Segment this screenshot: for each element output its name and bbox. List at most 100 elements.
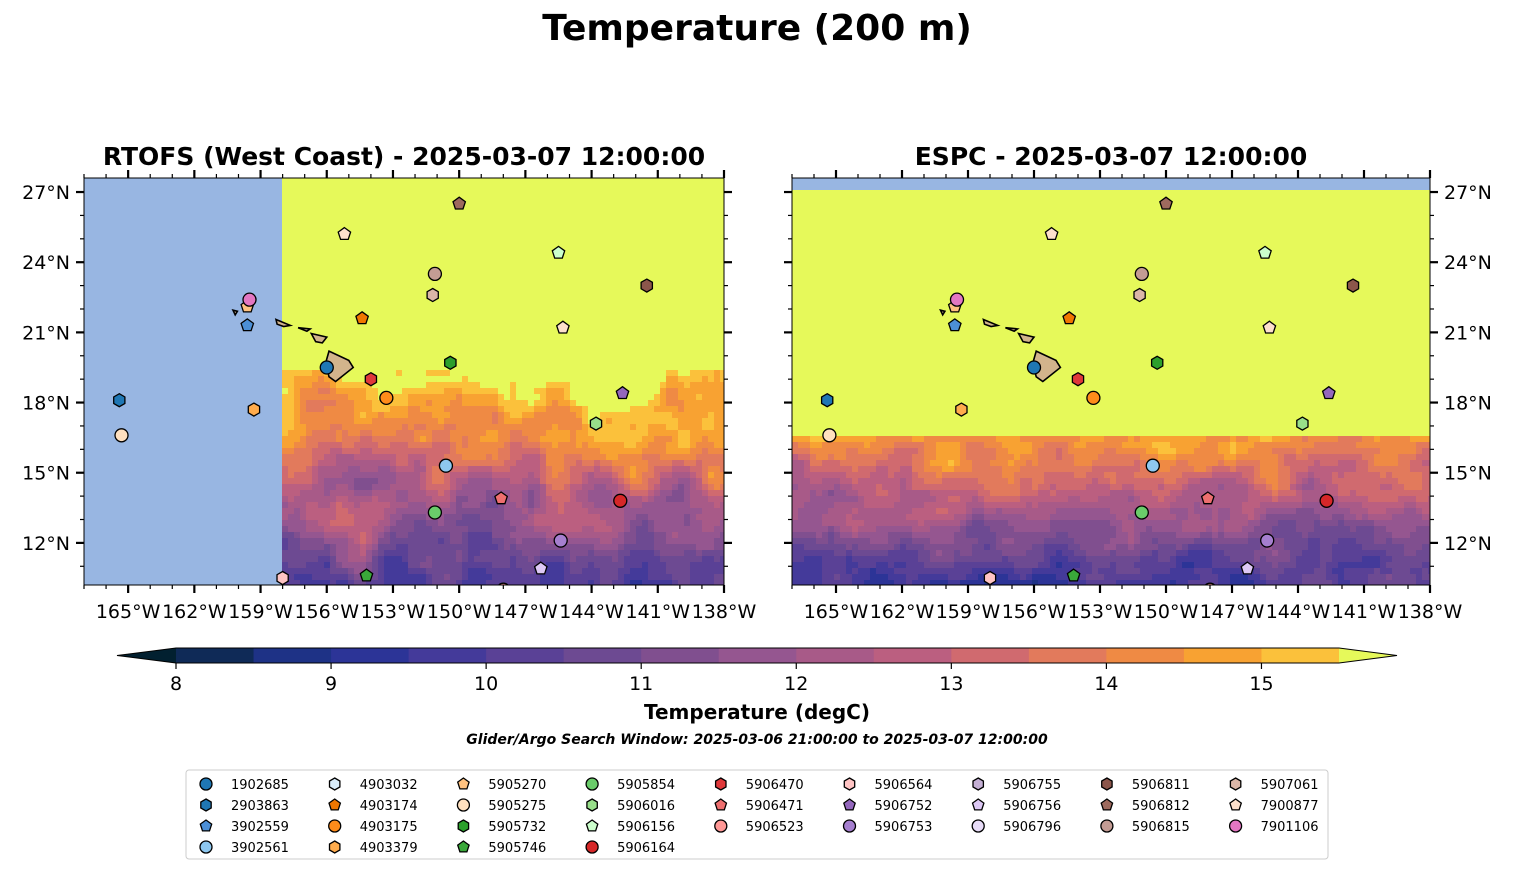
legend-label: 5906812 (1132, 799, 1190, 814)
legend-label: 5905732 (488, 820, 546, 835)
x-tick-label: 165°W (96, 601, 161, 623)
colorbar-bin (563, 648, 642, 663)
legend-label: 5906753 (875, 820, 933, 835)
float-marker (1284, 584, 1286, 585)
float-marker (319, 360, 334, 375)
y-tick-label: 15°N (1444, 463, 1492, 485)
x-tick-label: 156°W (294, 601, 359, 623)
legend-marker (199, 840, 213, 854)
legend-marker (714, 777, 727, 791)
legend-marker (714, 798, 728, 811)
legend-label: 5906811 (1132, 778, 1190, 793)
legend-label: 3902559 (231, 820, 289, 835)
island-landmass (297, 326, 313, 333)
island-landmass (309, 332, 329, 344)
colorbar-bin (641, 648, 720, 663)
colorbar-bin (408, 648, 487, 663)
colorbar-tick-label: 9 (325, 673, 337, 695)
legend-label: 2903863 (231, 799, 289, 814)
colorbar: 8 9 10 11 12 13 14 15 (116, 647, 1398, 695)
legend-marker (714, 819, 728, 833)
legend-marker (456, 840, 470, 853)
legend-label: 4903032 (360, 778, 418, 793)
float-marker (426, 287, 439, 303)
legend-marker (328, 798, 342, 811)
float-marker (247, 402, 261, 417)
float-marker (555, 320, 570, 334)
x-tick-label: 153°W (361, 601, 426, 623)
legend-label: 5906796 (1003, 820, 1061, 835)
colorbar-tick-label: 8 (170, 673, 182, 695)
island-landmass (939, 309, 947, 317)
float-legend: 1902685 2903863 3902559 3902561 4903032 49031… (185, 769, 1329, 860)
float-marker (1026, 360, 1042, 375)
temperature-field (792, 178, 1444, 585)
float-marker (1159, 196, 1173, 210)
x-tick-label: 141°W (626, 601, 691, 623)
x-tick-label: 144°W (1266, 601, 1331, 623)
legend-label: 4903174 (360, 799, 418, 814)
float-marker (452, 196, 467, 210)
x-tick-label: 150°W (427, 601, 492, 623)
legend-label: 5906164 (617, 841, 675, 856)
float-marker (640, 278, 654, 293)
float-marker (1319, 493, 1334, 508)
rtofs-map-panel: 165°W 162°W 159°W 156°W 153°W 150°W 147°W 144°W… (22, 170, 756, 623)
legend-marker (585, 819, 599, 832)
search-window-note: Glider/Argo Search Window: 2025-03-06 21… (466, 732, 1048, 748)
legend-label: 1902685 (231, 778, 289, 793)
legend-marker (199, 777, 213, 791)
legend-box (185, 769, 1329, 860)
y-tick-label: 12°N (1444, 533, 1492, 555)
legend-label: 5906755 (1003, 778, 1061, 793)
float-marker (1433, 195, 1444, 208)
y-tick-label: 12°N (22, 533, 70, 555)
float-marker (577, 584, 579, 585)
legend-label: 5906752 (875, 799, 933, 814)
float-marker (364, 371, 378, 387)
x-tick-label: 153°W (1068, 601, 1133, 623)
colorbar-tick-label: 14 (1094, 673, 1118, 695)
x-tick-label: 138°W (1398, 601, 1463, 623)
legend-marker (200, 798, 212, 812)
legend-label: 4903175 (360, 820, 418, 835)
colorbar-bin (796, 648, 875, 663)
island-landmass (1005, 326, 1020, 333)
y-tick-label: 24°N (22, 252, 70, 274)
float-marker (947, 318, 962, 332)
float-marker (494, 491, 509, 505)
float-marker (613, 493, 628, 508)
temperature-field (84, 178, 739, 585)
float-marker (355, 310, 370, 325)
float-marker (1260, 533, 1275, 548)
legend-label: 5906016 (617, 799, 675, 814)
x-tick-label: 138°W (692, 601, 757, 623)
float-marker (1134, 505, 1149, 520)
map-frame (791, 177, 1431, 586)
x-tick-label: 150°W (1134, 601, 1199, 623)
legend-label: 5905270 (488, 778, 546, 793)
x-tick-label: 156°W (1002, 601, 1067, 623)
colorbar-bin (486, 648, 565, 663)
x-tick-label: 147°W (493, 601, 558, 623)
float-marker (379, 390, 394, 406)
island-landmass (231, 309, 239, 317)
float-marker (615, 385, 630, 400)
legend-label: 5906523 (746, 820, 804, 835)
float-marker (1133, 287, 1146, 303)
island-landmass (1017, 332, 1036, 344)
legend-label: 5906815 (1132, 820, 1190, 835)
x-tick-label: 141°W (1332, 601, 1397, 623)
float-marker (1258, 245, 1272, 259)
legend-marker (1228, 819, 1243, 833)
panel-title-rtofs: RTOFS (West Coast) - 2025-03-07 12:00:00 (102, 142, 706, 171)
legend-marker (972, 777, 985, 791)
float-marker (1086, 390, 1101, 406)
float-marker (726, 195, 739, 208)
float-marker (1071, 371, 1085, 387)
x-tick-label: 159°W (228, 601, 293, 623)
legend-label: 5906470 (746, 778, 804, 793)
float-marker (1346, 278, 1360, 293)
y-tick-label: 21°N (1444, 322, 1492, 344)
legend-label: 5906564 (875, 778, 933, 793)
